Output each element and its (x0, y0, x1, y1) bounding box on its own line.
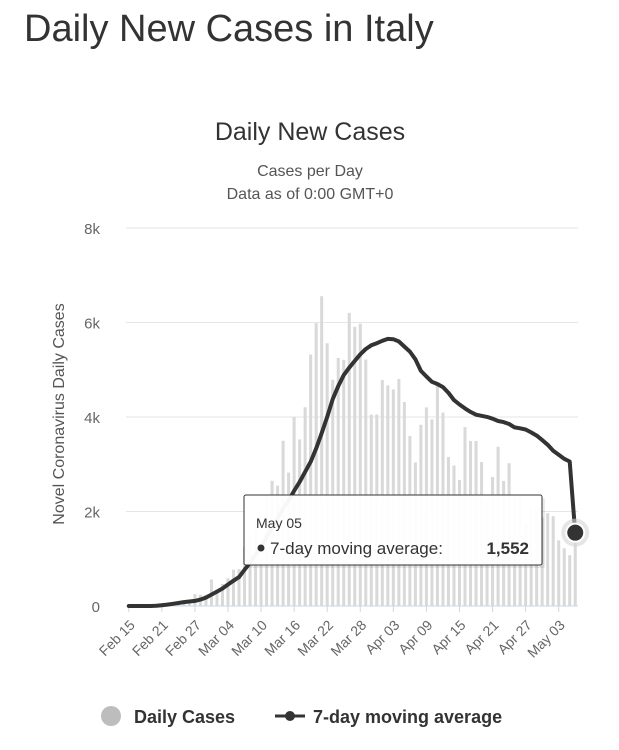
x-axis (126, 605, 578, 612)
bar (551, 516, 555, 606)
tooltip-label: 7-day moving average: (270, 539, 443, 558)
bar (336, 357, 340, 606)
bar (342, 359, 346, 606)
x-tick-label: Feb 27 (162, 617, 204, 659)
x-tick-label: Apr 15 (428, 617, 469, 658)
bar (397, 378, 401, 606)
bar (557, 540, 561, 606)
bar (226, 578, 230, 606)
bar (380, 380, 384, 606)
bar (573, 537, 577, 606)
chart-subtitle: Cases per Day (257, 163, 363, 180)
tooltip-date: May 05 (256, 515, 302, 531)
bar (364, 359, 368, 606)
x-tick-label: Mar 04 (195, 617, 237, 659)
bar (347, 312, 351, 606)
legend-daily-cases-marker (101, 706, 121, 726)
bar (204, 594, 208, 606)
x-tick-label: Mar 28 (327, 617, 369, 659)
y-tick-label: 8k (84, 221, 100, 238)
bar (568, 555, 572, 606)
bar (248, 535, 252, 606)
tooltip-marker (257, 544, 265, 552)
chart-title: Daily New Cases (215, 118, 405, 146)
legend-line-dot (285, 711, 295, 721)
bar (187, 602, 191, 606)
tooltip: May 05 7-day moving average: 1,552 (243, 494, 545, 568)
x-tick-label: May 03 (524, 617, 568, 661)
tooltip-value: 1,552 (486, 539, 529, 558)
bar (314, 323, 318, 606)
legend: Daily Cases 7-day moving average (101, 706, 502, 727)
bar (309, 354, 313, 606)
bar (353, 326, 357, 606)
x-tick-label: Apr 03 (362, 617, 403, 658)
bar (259, 559, 263, 606)
x-tick-label: Feb 21 (129, 617, 171, 659)
page-title: Daily New Cases in Italy (24, 8, 434, 50)
y-axis-title: Novel Coronavirus Daily Cases (51, 303, 68, 524)
moving-average-line (126, 336, 590, 608)
y-tick-label: 2k (84, 505, 100, 522)
bar (546, 513, 550, 606)
bar (242, 547, 247, 606)
x-tick-label: Mar 22 (294, 617, 336, 659)
y-tick-labels: 0 2k 4k 6k 8k (84, 221, 100, 616)
x-tick-label: Mar 10 (228, 617, 270, 659)
x-tick-label: Apr 09 (395, 617, 436, 658)
x-tick-label: Apr 21 (461, 617, 502, 658)
chart-subtitle-date: Data as of 0:00 GMT+0 (227, 186, 394, 203)
bar (237, 569, 241, 606)
bar (231, 569, 236, 606)
bar (562, 548, 566, 606)
hover-point (565, 522, 586, 543)
x-tick-label: Mar 16 (261, 617, 303, 659)
bar (220, 583, 224, 606)
y-tick-label: 4k (84, 410, 100, 427)
y-tick-label: 0 (92, 599, 100, 616)
legend-moving-average-label: 7-day moving average (313, 707, 502, 727)
y-tick-label: 6k (84, 316, 100, 333)
moving-average-path (126, 336, 578, 608)
tooltip-box (243, 494, 543, 566)
bar (331, 379, 335, 606)
bar (320, 296, 324, 606)
x-tick-label: Feb 15 (96, 617, 138, 659)
bar (358, 323, 362, 606)
bar (325, 343, 329, 606)
bar (215, 589, 219, 606)
legend-daily-cases-label: Daily Cases (134, 707, 235, 727)
